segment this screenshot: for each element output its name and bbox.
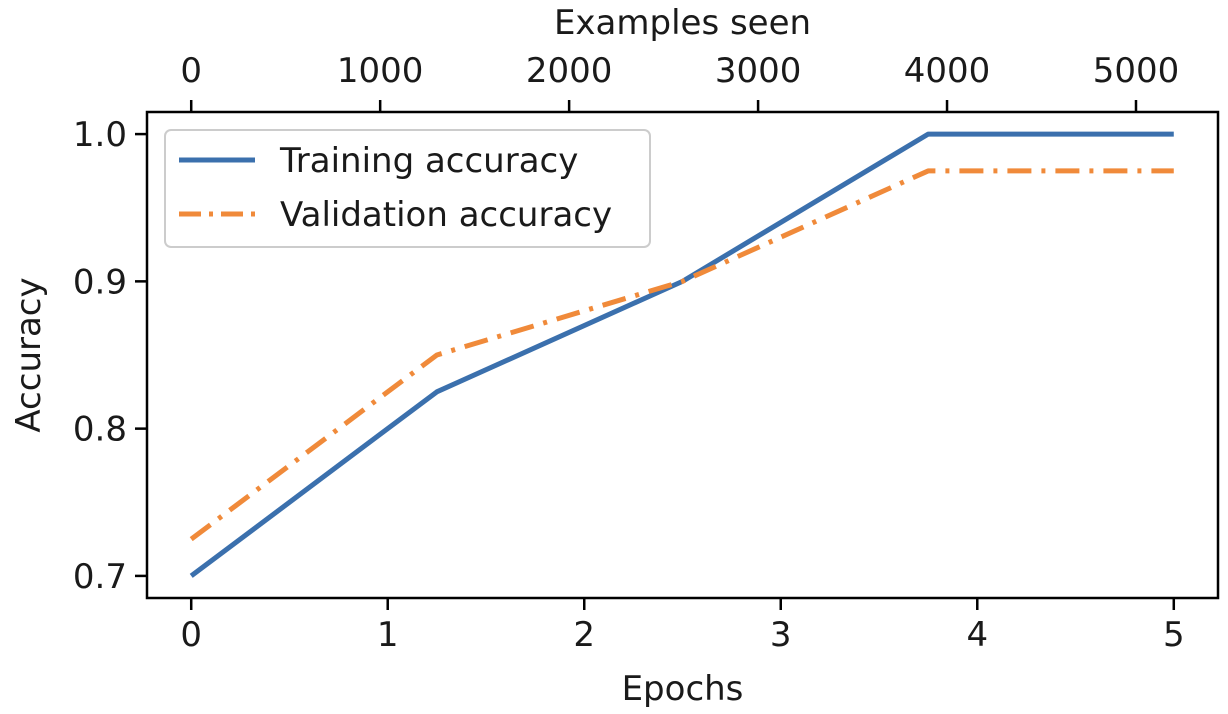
x-tick-label: 2 (573, 615, 595, 655)
y-tick-label: 0.7 (73, 557, 127, 597)
y-tick-label: 0.8 (73, 410, 127, 450)
y-tick-label: 1.0 (73, 115, 127, 155)
x-tick-label: 3 (770, 615, 792, 655)
y-tick-label: 0.9 (73, 262, 127, 302)
top-x-tick-label: 3000 (715, 51, 802, 91)
x-tick-label: 5 (1163, 615, 1185, 655)
legend-label-validation: Validation accuracy (280, 195, 612, 235)
top-x-tick-label: 5000 (1093, 51, 1180, 91)
series-layer (189, 131, 1174, 578)
x-tick-label: 4 (966, 615, 988, 655)
secondary-x-axis-title: Examples seen (554, 3, 811, 43)
legend: Training accuracy Validation accuracy (164, 129, 651, 248)
x-axis-title: Epochs (622, 669, 744, 709)
x-tick-label: 0 (180, 615, 202, 655)
y-axis-title: Accuracy (9, 277, 49, 432)
top-x-tick-label: 0 (180, 51, 202, 91)
top-x-tick-label: 2000 (526, 51, 613, 91)
legend-box (164, 129, 651, 248)
series-line-1 (189, 168, 1174, 542)
top-x-tick-label: 1000 (337, 51, 424, 91)
x-tick-label: 1 (377, 615, 399, 655)
plot-frame (145, 110, 1220, 600)
top-x-tick-label: 4000 (904, 51, 991, 91)
tick-layer: 0 1 2 3 4 5 0 1000 2000 3000 4000 5000 0.7 0.8 0.9 1.0 (73, 51, 1185, 655)
legend-label-training: Training accuracy (279, 141, 578, 181)
